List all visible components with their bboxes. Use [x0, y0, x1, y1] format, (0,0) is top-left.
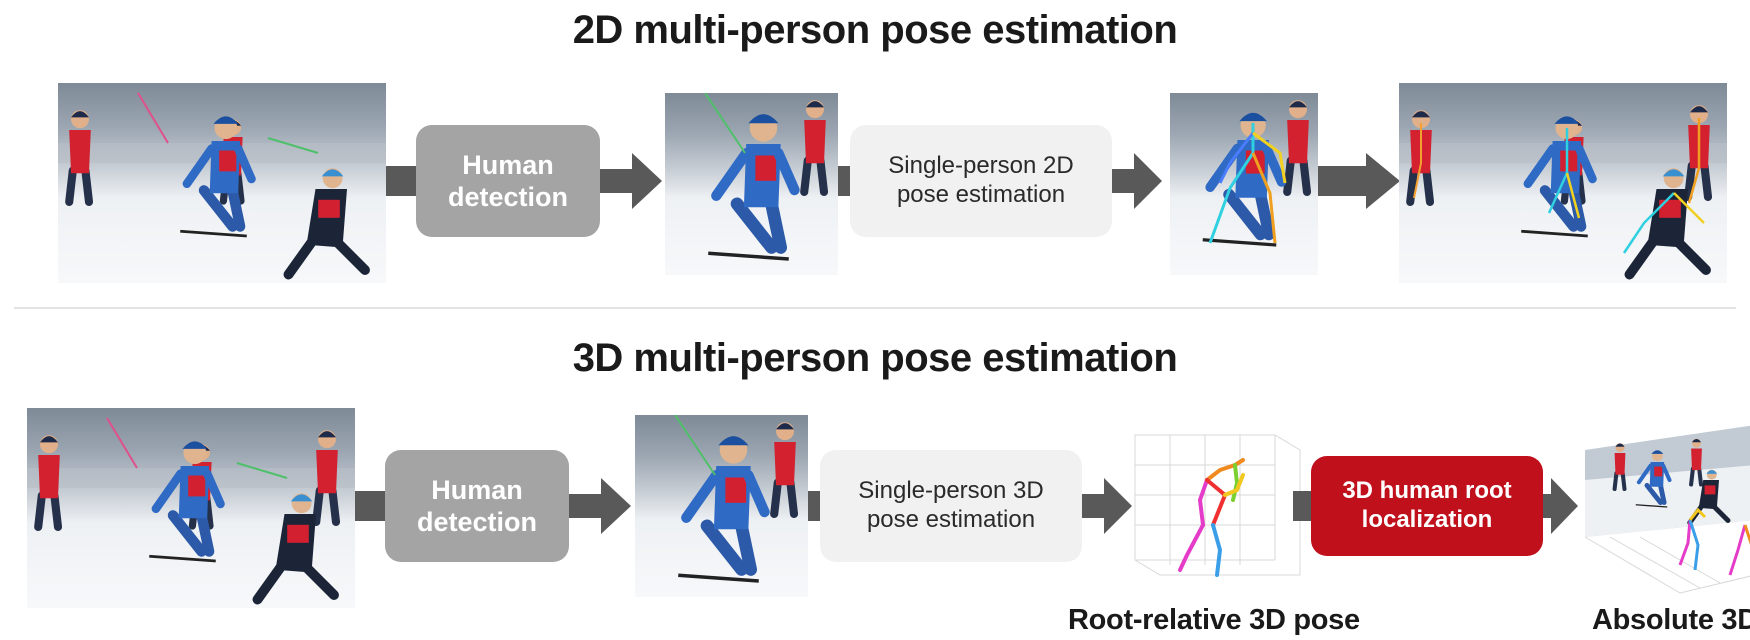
arrow-right	[1543, 478, 1578, 534]
single-person-2d-pose-image	[1170, 93, 1318, 275]
diagram-3d-title: 3D multi-person pose estimation	[572, 336, 1178, 380]
arrow-right	[600, 153, 662, 209]
connector-arrow	[808, 491, 820, 521]
connector-arrow	[1293, 491, 1311, 521]
single-person-2d-pose-box: Single-person 2D pose estimation	[850, 125, 1112, 237]
arrow-right	[569, 478, 631, 534]
arrow-right	[1112, 153, 1162, 209]
arrow-right	[1082, 478, 1132, 534]
single-person-3d-pose-box: Single-person 3D pose estimation	[820, 450, 1082, 562]
3d-human-root-localization-box: 3D human root localization	[1311, 456, 1543, 556]
arrow-right	[1366, 153, 1400, 209]
human-detection-box: Human detection	[416, 125, 600, 237]
multi-person-2d-pose-output-image	[1399, 83, 1727, 283]
connector-arrow	[386, 166, 416, 196]
absolute-3d-pose-plot	[1580, 425, 1750, 595]
section-divider	[14, 307, 1736, 309]
caption-root-relative-3d-pose: Root-relative 3D pose	[1068, 604, 1360, 636]
input-image	[27, 408, 355, 608]
cropped-person-image	[635, 415, 808, 597]
connector-arrow	[1318, 166, 1368, 196]
input-image	[58, 83, 386, 283]
diagram-2d-title: 2D multi-person pose estimation	[572, 8, 1178, 52]
root-relative-3d-pose-plot	[1125, 425, 1305, 585]
connector-arrow	[838, 166, 850, 196]
caption-absolute-3d: Absolute 3D	[1592, 604, 1750, 636]
cropped-person-image	[665, 93, 838, 275]
human-detection-box: Human detection	[385, 450, 569, 562]
connector-arrow	[355, 491, 385, 521]
